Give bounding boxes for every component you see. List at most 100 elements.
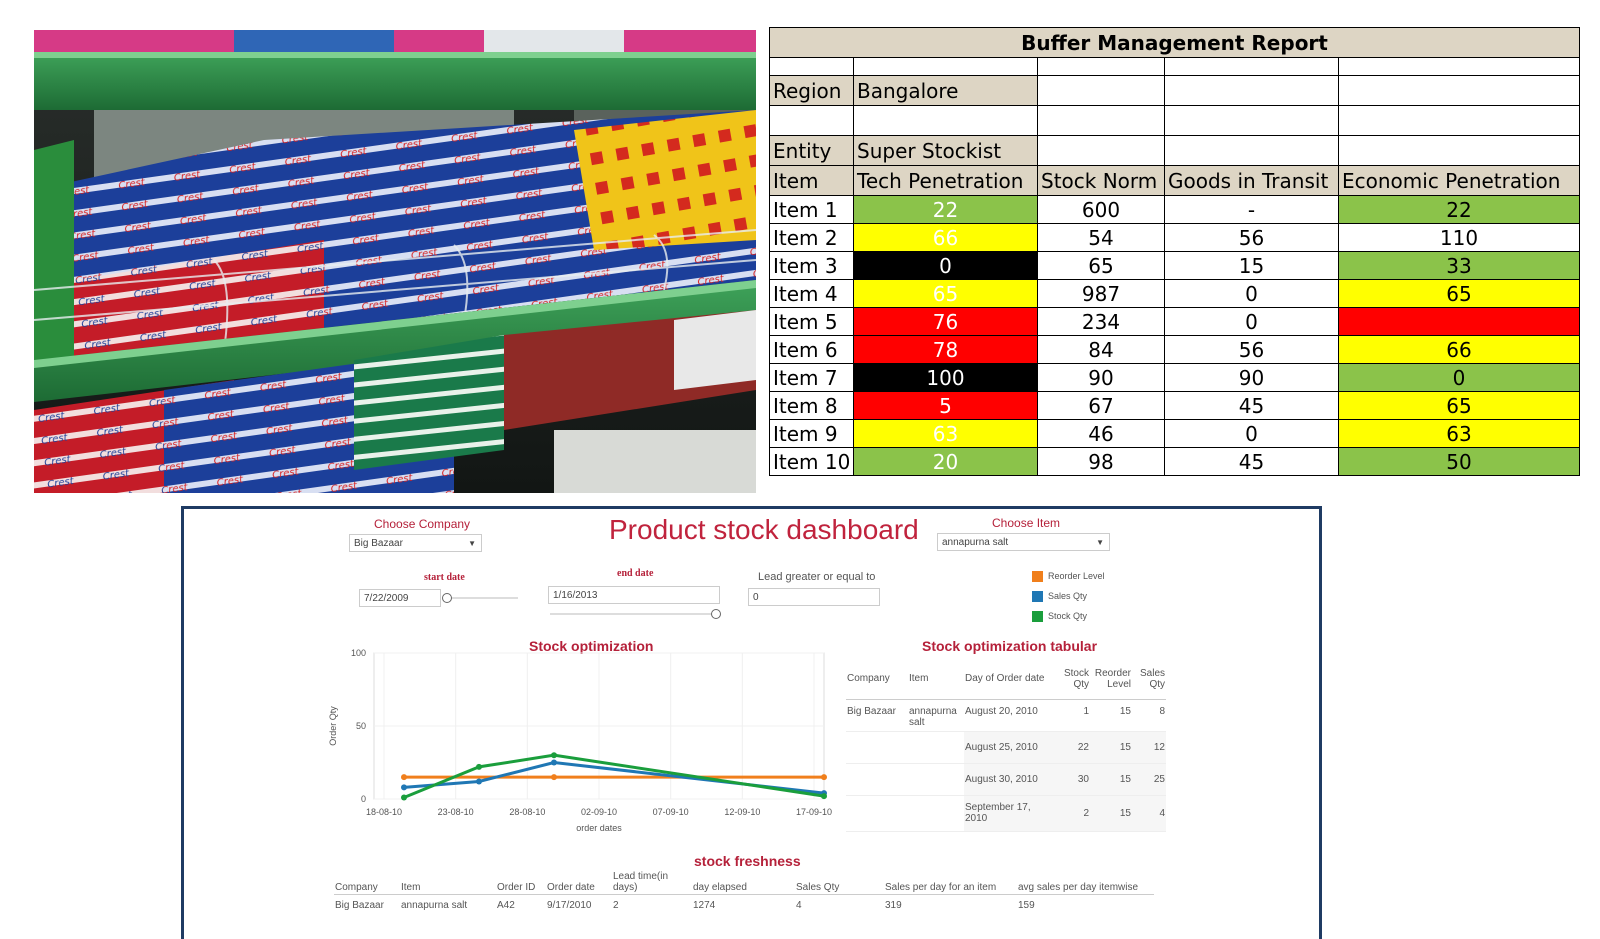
end-date-slider-track[interactable] bbox=[550, 613, 716, 615]
tabular-item-cell: annapurna salt bbox=[909, 705, 957, 728]
tabular-item-cell bbox=[908, 763, 964, 795]
tabular-sales-cell: 25 bbox=[1132, 763, 1166, 795]
x-tick-label: 28-08-10 bbox=[509, 807, 545, 817]
tech-penetration-cell: 65 bbox=[853, 279, 1038, 308]
tabular-header-company: Company bbox=[847, 673, 890, 685]
x-tick-label: 18-08-10 bbox=[366, 807, 402, 817]
item-dropdown[interactable]: annapurna salt ▼ bbox=[937, 533, 1110, 551]
report-row: Item 7 100 90 90 0 bbox=[769, 363, 1581, 392]
report-title: Buffer Management Report bbox=[768, 27, 1581, 58]
goods-in-transit-cell: 56 bbox=[1164, 335, 1339, 364]
y-tick-label: 100 bbox=[351, 649, 366, 658]
report-row: Item 8 5 67 45 65 bbox=[769, 391, 1581, 420]
tabular-header-item: Item bbox=[909, 673, 929, 685]
goods-in-transit-cell: 15 bbox=[1164, 251, 1339, 280]
economic-penetration-cell: 22 bbox=[1337, 195, 1581, 224]
freshness-cell: annapurna salt bbox=[401, 899, 468, 911]
report-item-name: Item 8 bbox=[769, 391, 854, 420]
report-item-name: Item 6 bbox=[769, 335, 854, 364]
legend-swatch-stock-qty bbox=[1032, 611, 1043, 622]
stock-norm-cell: 65 bbox=[1037, 251, 1165, 280]
tabular-stock-cell: 1 bbox=[1083, 705, 1089, 717]
report-item-name: Item 2 bbox=[769, 223, 854, 252]
chevron-down-icon: ▼ bbox=[468, 539, 476, 548]
entity-value: Super Stockist bbox=[853, 135, 1038, 166]
goods-in-transit-cell: 0 bbox=[1164, 419, 1339, 448]
freshness-header: Sales per day for an item bbox=[885, 881, 997, 893]
goods-in-transit-cell: 0 bbox=[1164, 279, 1339, 308]
toothpaste-shelf-photo: Crest Crest bbox=[34, 30, 756, 493]
start-date-input[interactable]: 7/22/2009 bbox=[359, 589, 441, 607]
start-date-slider-track[interactable] bbox=[446, 597, 518, 599]
table-row: Big Bazaar annapurna salt August 20, 2010 1… bbox=[846, 699, 1166, 731]
tabular-company-cell bbox=[846, 731, 908, 763]
freshness-header: Order ID bbox=[497, 881, 536, 893]
economic-penetration-cell: 76 bbox=[1337, 307, 1581, 336]
stock-norm-cell: 600 bbox=[1037, 195, 1165, 224]
x-tick-label: 23-08-10 bbox=[438, 807, 474, 817]
legend-swatch-reorder-level bbox=[1032, 571, 1043, 582]
goods-in-transit-cell: 45 bbox=[1164, 447, 1339, 476]
data-point-reorder-level bbox=[821, 774, 827, 781]
column-header-tech-penetration: Tech Penetration bbox=[853, 165, 1038, 196]
company-dropdown[interactable]: Big Bazaar ▼ bbox=[349, 534, 482, 552]
report-item-name: Item 7 bbox=[769, 363, 854, 392]
end-date-input[interactable]: 1/16/2013 bbox=[548, 586, 720, 604]
stock-optimization-chart-title: Stock optimization bbox=[529, 638, 654, 654]
stock-norm-cell: 987 bbox=[1037, 279, 1165, 308]
tabular-date-cell: September 17, 2010 bbox=[964, 795, 1050, 831]
legend-label-stock-qty: Stock Qty bbox=[1048, 611, 1088, 621]
data-point-stock-qty bbox=[821, 793, 827, 800]
data-point-stock-qty bbox=[476, 763, 482, 770]
start-date-slider-handle[interactable] bbox=[442, 593, 452, 603]
tabular-item-cell bbox=[908, 795, 964, 831]
economic-penetration-cell: 65 bbox=[1337, 279, 1581, 308]
lead-filter-label: Lead greater or equal to bbox=[758, 571, 876, 583]
legend-label-reorder-level: Reorder Level bbox=[1048, 571, 1105, 581]
freshness-header: Item bbox=[401, 881, 421, 893]
tech-penetration-cell: 5 bbox=[853, 391, 1038, 420]
tabular-item-cell bbox=[908, 731, 964, 763]
economic-penetration-cell: 65 bbox=[1337, 391, 1581, 420]
report-item-name: Item 10 bbox=[769, 447, 854, 476]
tech-penetration-cell: 78 bbox=[853, 335, 1038, 364]
dashboard-title: Product stock dashboard bbox=[609, 514, 919, 545]
tabular-sales-cell: 4 bbox=[1132, 795, 1166, 831]
end-date-slider-handle[interactable] bbox=[711, 609, 721, 619]
report-row: Item 3 0 65 15 33 bbox=[769, 251, 1581, 280]
report-item-name: Item 9 bbox=[769, 419, 854, 448]
end-date-label: end date bbox=[617, 568, 654, 579]
freshness-cell: Big Bazaar bbox=[335, 899, 384, 911]
tabular-company-cell: Big Bazaar bbox=[847, 705, 896, 717]
item-dropdown-value: annapurna salt bbox=[942, 537, 1009, 548]
goods-in-transit-cell: - bbox=[1164, 195, 1339, 224]
tech-penetration-cell: 76 bbox=[853, 307, 1038, 336]
lead-filter-input[interactable]: 0 bbox=[748, 588, 880, 606]
freshness-header: day elapsed bbox=[693, 881, 747, 893]
freshness-cell: 1274 bbox=[693, 899, 716, 911]
report-row: Item 10 20 98 45 50 bbox=[769, 447, 1581, 476]
region-label: Region bbox=[769, 75, 854, 106]
y-tick-label: 50 bbox=[356, 721, 366, 731]
freshness-cell: 319 bbox=[885, 899, 902, 911]
tech-penetration-cell: 100 bbox=[853, 363, 1038, 392]
report-row: Item 5 76 234 0 76 bbox=[769, 307, 1581, 336]
stock-freshness-title: stock freshness bbox=[694, 853, 801, 869]
report-item-name: Item 3 bbox=[769, 251, 854, 280]
tabular-reorder-cell: 15 bbox=[1090, 763, 1132, 795]
report-row: Item 2 66 54 56 110 bbox=[769, 223, 1581, 252]
report-row: Item 1 22 600-22 bbox=[769, 195, 1581, 224]
table-row: August 25, 2010 22 15 12 bbox=[846, 731, 1166, 763]
stock-freshness-table: Company Item Order ID Order date Lead time(i… bbox=[334, 864, 1154, 916]
column-header-goods-in-transit: Goods in Transit bbox=[1164, 165, 1339, 196]
stock-optimization-tabular-title: Stock optimization tabular bbox=[922, 638, 1098, 654]
report-row: Item 4 65 987 0 65 bbox=[769, 279, 1581, 308]
choose-item-label: Choose Item bbox=[992, 516, 1061, 530]
stock-norm-cell: 84 bbox=[1037, 335, 1165, 364]
stock-optimization-line-chart: 18-08-10 23-08-10 28-08-10 02-09-10 07-09-10… bbox=[328, 649, 832, 833]
region-value: Bangalore bbox=[853, 75, 1038, 106]
report-row: Item 9 63 46 0 63 bbox=[769, 419, 1581, 448]
freshness-header: avg sales per day itemwise bbox=[1018, 881, 1139, 893]
tabular-sales-cell: 12 bbox=[1132, 731, 1166, 763]
legend-label-sales-qty: Sales Qty bbox=[1048, 591, 1088, 601]
